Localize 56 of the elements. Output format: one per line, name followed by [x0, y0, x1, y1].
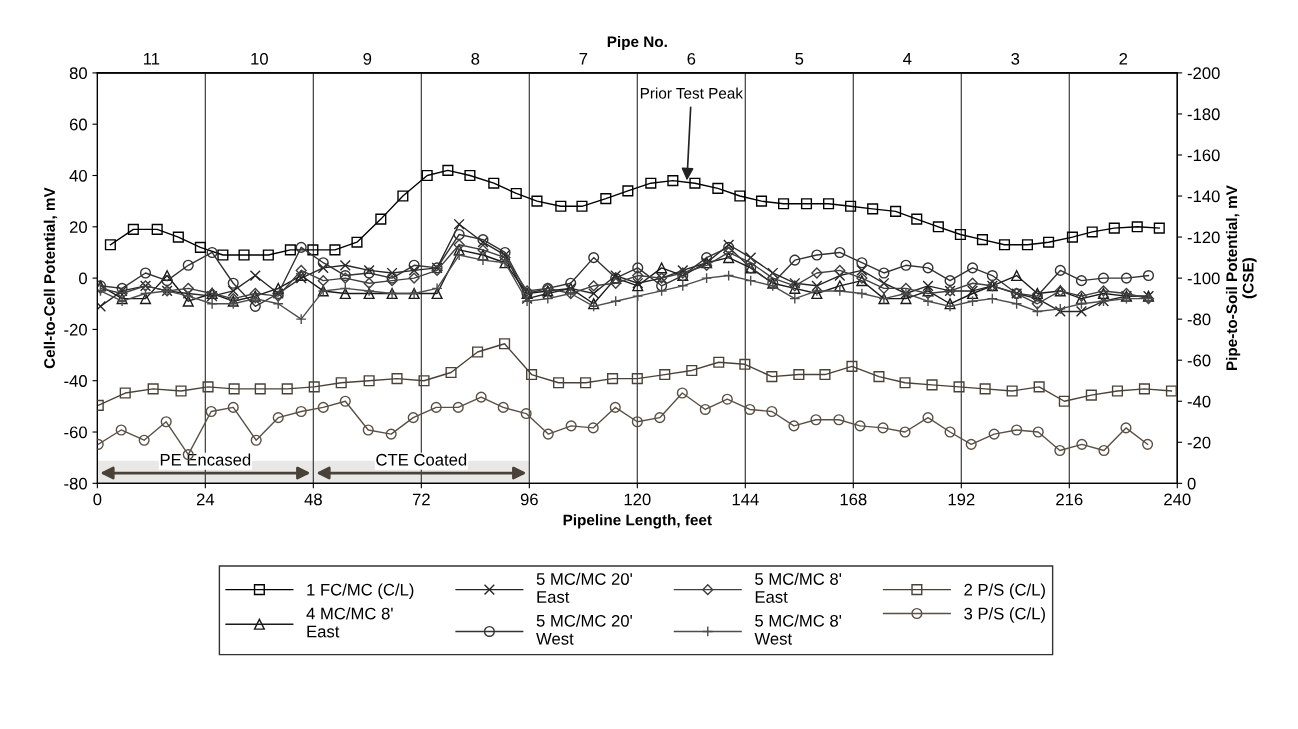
legend-label: 2 P/S (C/L) — [964, 583, 1045, 599]
x-tick-label: 48 — [304, 493, 322, 506]
y2-tick-label: -200 — [1187, 67, 1220, 80]
y2-tick-label: -60 — [1187, 354, 1211, 367]
x2-tick-label: 3 — [1011, 52, 1020, 65]
x-tick-label: 96 — [520, 493, 538, 506]
legend-label: 5 MC/MC 8' East — [755, 572, 842, 603]
x2-tick-label: 8 — [471, 52, 480, 65]
legend-label: 5 MC/MC 20' East — [536, 572, 632, 603]
x-tick-label: 0 — [93, 493, 102, 506]
legend-label: 5 MC/MC 20' West — [536, 614, 632, 645]
band-label: PE Encased — [160, 453, 251, 466]
x2-tick-label: 10 — [251, 52, 268, 65]
x-tick-label: 192 — [948, 493, 975, 506]
x-tick-label: 168 — [840, 493, 867, 506]
y-tick-label: -80 — [64, 477, 87, 490]
x-tick-label: 72 — [412, 493, 430, 506]
x-tick-label: 240 — [1164, 493, 1191, 506]
y-tick-label: -40 — [64, 375, 87, 387]
x2-tick-label: 9 — [363, 52, 372, 65]
x-tick-label: 216 — [1056, 493, 1083, 506]
y-tick-label: -60 — [64, 426, 87, 439]
x2-tick-label: 4 — [903, 53, 912, 65]
y2-tick-label: -80 — [1187, 313, 1211, 326]
annotation: Prior Test Peak — [640, 87, 743, 99]
legend-label: 4 MC/MC 8' East — [306, 607, 393, 638]
y2-tick-label: -40 — [1187, 395, 1211, 408]
y-tick-label: 60 — [69, 118, 87, 131]
y-tick-label: 20 — [69, 221, 87, 234]
legend-label: 5 MC/MC 8' West — [754, 614, 842, 645]
y-tick-label: 0 — [79, 272, 87, 285]
y2-tick-label: -160 — [1187, 149, 1220, 162]
y2-tick-label: -20 — [1187, 436, 1211, 449]
x2-tick-label: 6 — [687, 52, 696, 65]
x-tick-label: 144 — [732, 493, 759, 506]
x-axis-title: Pipeline Length, feet — [563, 514, 712, 529]
x2-axis-title: Pipe No. — [607, 35, 667, 51]
y2-tick-label: 0 — [1187, 477, 1196, 490]
y2-tick-label: -120 — [1187, 231, 1220, 244]
y2-axis-title: Pipe-to-Soil Potential, mV (CSE) — [1225, 185, 1257, 371]
x2-tick-label: 2 — [1119, 52, 1128, 65]
band-label: CTE Coated — [376, 453, 467, 466]
legend-label: 3 P/S (C/L) — [964, 607, 1045, 623]
x2-tick-label: 7 — [579, 53, 588, 65]
x-tick-label: 24 — [196, 493, 215, 506]
y-axis-title: Cell-to-Cell Potential, mV — [43, 187, 58, 369]
y-tick-label: 80 — [69, 67, 87, 80]
y2-tick-label: -180 — [1187, 108, 1220, 121]
y2-tick-label: -100 — [1187, 272, 1220, 285]
y-tick-label: 40 — [69, 169, 87, 182]
x2-tick-label: 5 — [795, 53, 804, 65]
y2-tick-label: -140 — [1187, 190, 1220, 203]
x-tick-label: 120 — [624, 493, 651, 506]
legend-label: 1 FC/MC (C/L) — [307, 583, 414, 599]
y-tick-label: -20 — [64, 323, 87, 336]
x2-tick-label: 11 — [143, 53, 160, 65]
